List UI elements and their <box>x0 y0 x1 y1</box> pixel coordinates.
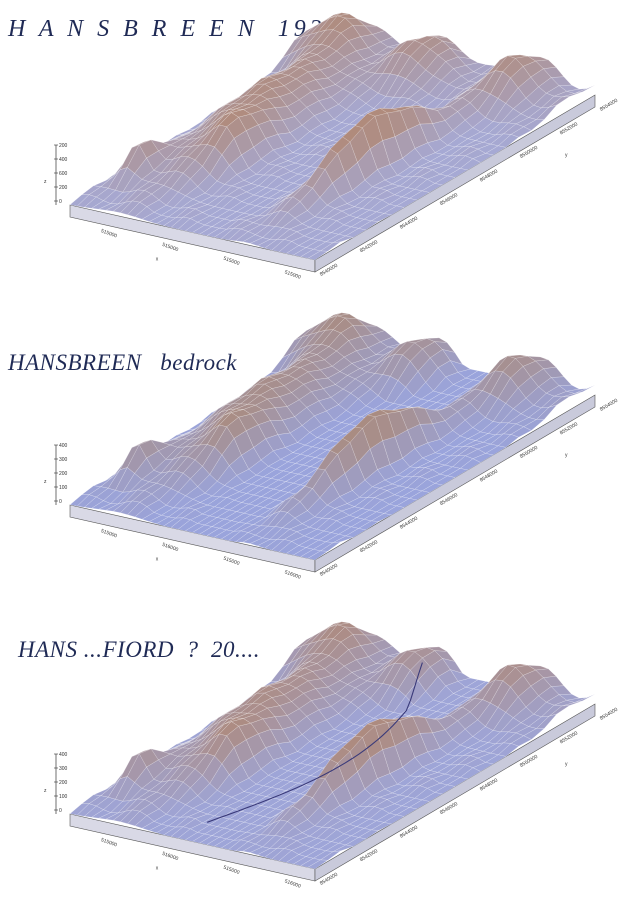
fjord-shoreline <box>207 662 423 823</box>
x-axis-label: x <box>156 865 159 871</box>
terrain-surface-plot: 2004006002000z515000515000515000515000x8… <box>44 12 618 281</box>
x-tick-label: 515000 <box>100 228 118 239</box>
z-tick-label: 100 <box>59 485 68 491</box>
y-tick-label: 8554000 <box>599 98 618 113</box>
x-tick-label: 516000 <box>284 569 302 580</box>
x-tick-label: 515000 <box>284 269 302 280</box>
z-tick-label: 300 <box>59 766 68 772</box>
x-tick-label: 516000 <box>161 851 179 862</box>
z-tick-label: 400 <box>59 443 68 449</box>
x-tick-label: 515000 <box>222 556 240 567</box>
z-axis-label: z <box>44 179 47 185</box>
z-tick-label: 0 <box>59 199 62 205</box>
z-tick-label: 200 <box>59 780 68 786</box>
z-tick-label: 600 <box>59 171 68 177</box>
z-tick-label: 100 <box>59 794 68 800</box>
terrain-mesh <box>69 312 596 561</box>
terrain-mesh <box>69 621 596 870</box>
z-axis-label: z <box>44 788 47 794</box>
z-tick-label: 300 <box>59 457 68 463</box>
z-tick-label: 200 <box>59 185 68 191</box>
z-tick-label: 200 <box>59 143 68 149</box>
z-tick-label: 200 <box>59 471 68 477</box>
y-axis-label: y <box>565 761 568 767</box>
x-tick-label: 516000 <box>161 542 179 553</box>
x-axis-label: x <box>156 556 159 562</box>
y-axis-label: y <box>565 452 568 458</box>
z-tick-label: 400 <box>59 752 68 758</box>
panel-title: HANSBREEN bedrock <box>8 350 238 375</box>
terrain-mesh <box>69 12 596 261</box>
y-tick-label: 8554000 <box>599 707 618 722</box>
x-axis-label: x <box>156 256 159 262</box>
terrain-surface-plot: 4003002001000z515000516000515000516000x8… <box>44 621 618 890</box>
terrain-surface-plot: 4003002001000z515000516000515000516000x8… <box>44 312 618 581</box>
x-tick-label: 515000 <box>161 242 179 253</box>
x-tick-label: 515000 <box>222 865 240 876</box>
z-tick-label: 400 <box>59 157 68 163</box>
z-tick-label: 0 <box>59 808 62 814</box>
panel-title: HANS ...FIORD ? 20.... <box>18 637 260 662</box>
z-axis-label: z <box>44 479 47 485</box>
x-tick-label: 515000 <box>100 528 118 539</box>
x-tick-label: 515000 <box>222 256 240 267</box>
z-tick-label: 0 <box>59 499 62 505</box>
y-axis-label: y <box>565 152 568 158</box>
y-tick-label: 8554000 <box>599 398 618 413</box>
x-tick-label: 515000 <box>100 837 118 848</box>
x-tick-label: 516000 <box>284 878 302 889</box>
